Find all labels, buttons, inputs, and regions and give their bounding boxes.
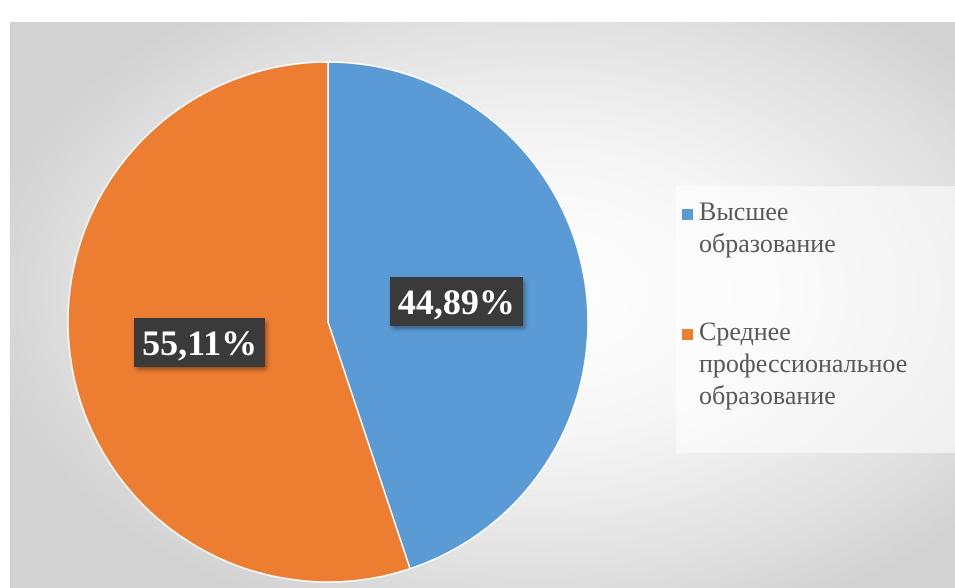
legend-label-line: образование: [699, 381, 836, 410]
legend-label-line: Высшее: [699, 197, 789, 226]
legend-swatch-orange: [682, 329, 693, 340]
legend-item-vocational-education: Среднее профессиональное образование: [682, 316, 949, 412]
legend-label-line: Среднее: [699, 317, 791, 346]
data-label-higher-education: 44,89%: [389, 276, 523, 326]
legend-swatch-blue: [682, 209, 693, 220]
legend-label-line: профессиональное: [699, 349, 908, 378]
chart-area: 44,89% 55,11% Высшее образование Среднее…: [10, 22, 955, 588]
legend: Высшее образование Среднее профессиональ…: [676, 186, 955, 453]
legend-label: Высшее образование: [699, 196, 949, 260]
legend-item-higher-education: Высшее образование: [682, 196, 949, 260]
legend-label: Среднее профессиональное образование: [699, 316, 949, 412]
data-label-vocational-education: 55,11%: [134, 318, 266, 368]
legend-label-line: образование: [699, 229, 836, 258]
